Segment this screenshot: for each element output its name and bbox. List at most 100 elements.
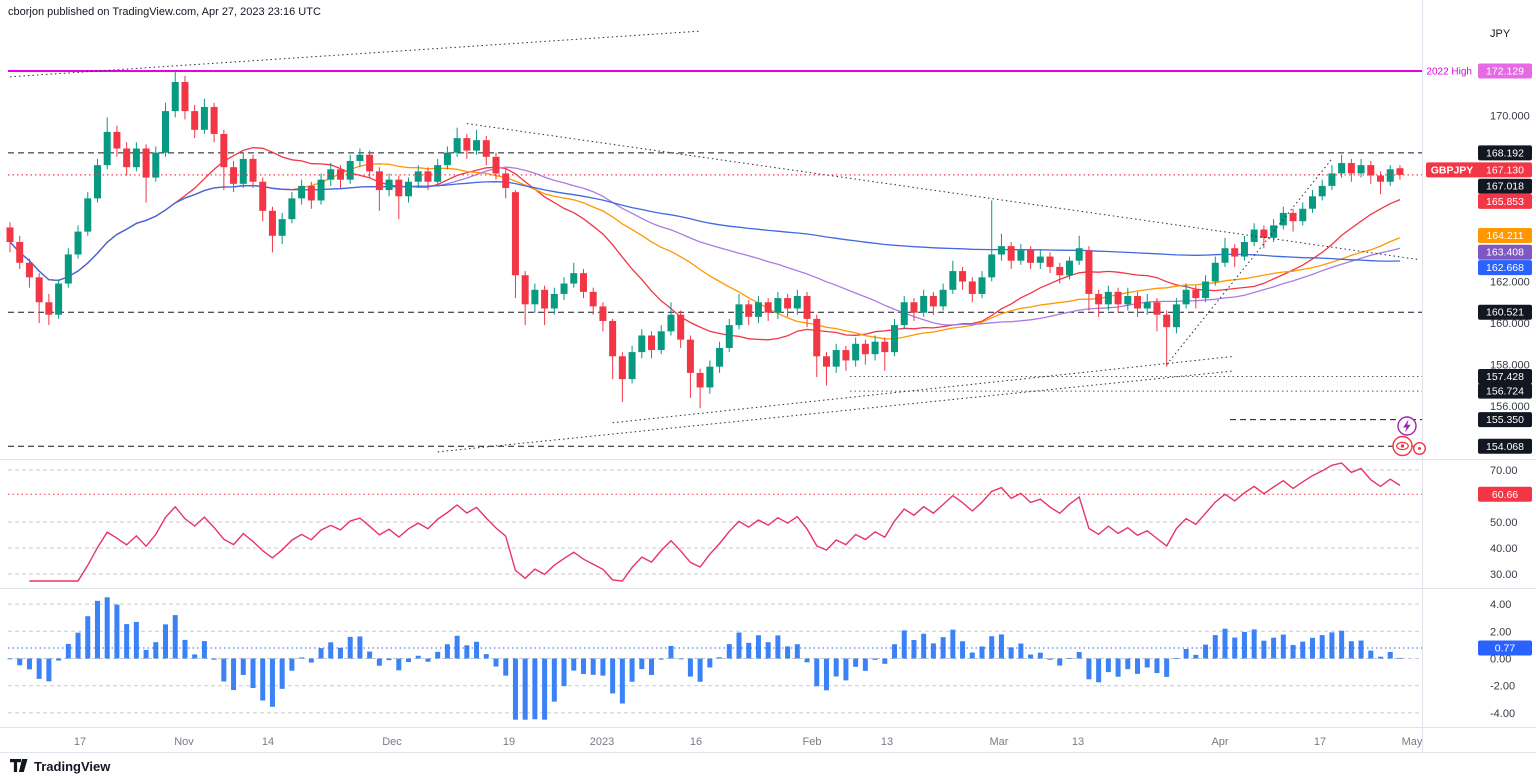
candle-body (589, 291, 597, 307)
candle-body (852, 343, 860, 361)
time-axis-label[interactable]: Mar (990, 736, 1009, 748)
momentum-bar (736, 632, 742, 659)
time-axis-label[interactable]: 17 (1314, 736, 1326, 748)
momentum-bar (697, 658, 703, 682)
momentum-bar (668, 645, 674, 659)
candle-body (1240, 242, 1248, 257)
momentum-bar (250, 658, 256, 689)
badge-level-160521-text: 160.521 (1486, 307, 1524, 319)
candle-body (395, 179, 403, 197)
tradingview-logo-icon[interactable] (10, 759, 28, 773)
candle-body (764, 302, 772, 313)
candle-body (1377, 175, 1385, 182)
momentum-bar (911, 640, 917, 659)
trendline[interactable] (437, 370, 1235, 453)
candle-body (570, 273, 578, 284)
momentum-bar (192, 654, 198, 659)
momentum-bar (454, 635, 460, 659)
candle-body (1260, 229, 1268, 238)
momentum-bar (600, 658, 606, 676)
time-axis-label[interactable]: May (1402, 736, 1423, 748)
candle-body (1367, 165, 1375, 176)
momentum-bar (483, 654, 489, 659)
momentum-bar (1037, 652, 1043, 659)
candle-body (988, 254, 996, 278)
momentum-bar (493, 658, 499, 667)
ma-line-45 (9, 166, 1401, 326)
candle-body (307, 185, 315, 201)
hist-axis-label: -4.00 (1490, 708, 1515, 720)
badge-prev-close[interactable] (1478, 178, 1532, 194)
badge-level-155350[interactable] (1478, 412, 1532, 428)
momentum-bar (1047, 658, 1053, 660)
time-axis-label[interactable]: Feb (803, 736, 822, 748)
momentum-bar (930, 643, 936, 659)
badge-level-155350-text: 155.350 (1486, 414, 1524, 426)
badge-level-157428[interactable] (1478, 368, 1532, 384)
candle-body (482, 140, 490, 157)
time-axis-label[interactable]: 17 (74, 736, 86, 748)
time-axis-label[interactable]: 14 (262, 736, 274, 748)
momentum-bar (1378, 656, 1384, 659)
momentum-bar (1232, 637, 1238, 659)
badge-level-154068[interactable] (1478, 438, 1532, 454)
time-axis-label[interactable]: 13 (881, 736, 893, 748)
badge-last-price[interactable] (1426, 162, 1532, 178)
candle-body (1289, 212, 1297, 222)
candle-body (200, 106, 208, 130)
candle-body (1308, 196, 1316, 209)
momentum-bar (775, 635, 781, 659)
badge-level-160521[interactable] (1478, 304, 1532, 320)
candle-body (618, 356, 626, 380)
candle-body (1221, 248, 1229, 263)
momentum-bar (1387, 651, 1393, 659)
badge-hist-current[interactable] (1478, 640, 1532, 656)
candle-body (648, 335, 656, 351)
badge-ma-orange[interactable] (1478, 228, 1532, 244)
candle-body (1172, 304, 1180, 328)
momentum-bar (950, 629, 956, 659)
rsi-current-text: 60.66 (1492, 489, 1518, 501)
momentum-bar (318, 648, 324, 659)
trendline[interactable] (612, 355, 1235, 424)
badge-level-168192[interactable] (1478, 145, 1532, 161)
trendline[interactable] (466, 123, 1420, 261)
time-axis-label[interactable]: 13 (1072, 736, 1084, 748)
momentum-bar (1309, 637, 1315, 659)
hist-axis-label: 0.00 (1490, 654, 1511, 666)
momentum-bar (415, 655, 421, 659)
candle-body (191, 111, 199, 130)
badge-level-156724[interactable] (1478, 383, 1532, 399)
candle-body (55, 283, 63, 315)
candle-body (1056, 266, 1064, 276)
badge-ma-purple[interactable] (1478, 244, 1532, 260)
candle-body (259, 181, 267, 211)
trendline[interactable] (1166, 158, 1333, 365)
momentum-bar (678, 658, 684, 660)
time-axis-label[interactable]: 16 (690, 736, 702, 748)
candle-body (511, 192, 519, 276)
badge-level-157428-text: 157.428 (1486, 371, 1524, 383)
time-axis-label[interactable]: Nov (174, 736, 194, 748)
eye-small-pupil (1418, 447, 1421, 450)
time-axis-label[interactable]: Dec (382, 736, 402, 748)
candle-body (754, 302, 762, 317)
momentum-bar (1368, 650, 1374, 659)
trendline[interactable] (9, 30, 701, 78)
lightning-icon[interactable] (1397, 416, 1417, 436)
candle-body (366, 154, 374, 172)
time-axis-label[interactable]: 19 (503, 736, 515, 748)
eye-icon[interactable] (1392, 435, 1426, 457)
time-axis-label[interactable]: 2023 (590, 736, 614, 748)
badge-ma-red-text: 165.853 (1486, 196, 1524, 208)
time-axis-label[interactable]: Apr (1211, 736, 1228, 748)
tradingview-wordmark[interactable]: TradingView (34, 758, 111, 774)
badge-rsi-current[interactable] (1478, 486, 1532, 502)
candle-body (375, 171, 383, 191)
badge-ma-red[interactable] (1478, 193, 1532, 209)
badge-ma-blue[interactable] (1478, 260, 1532, 276)
candle-body (774, 298, 782, 313)
badge-2022-high[interactable] (1478, 63, 1532, 79)
momentum-bar (639, 658, 645, 670)
